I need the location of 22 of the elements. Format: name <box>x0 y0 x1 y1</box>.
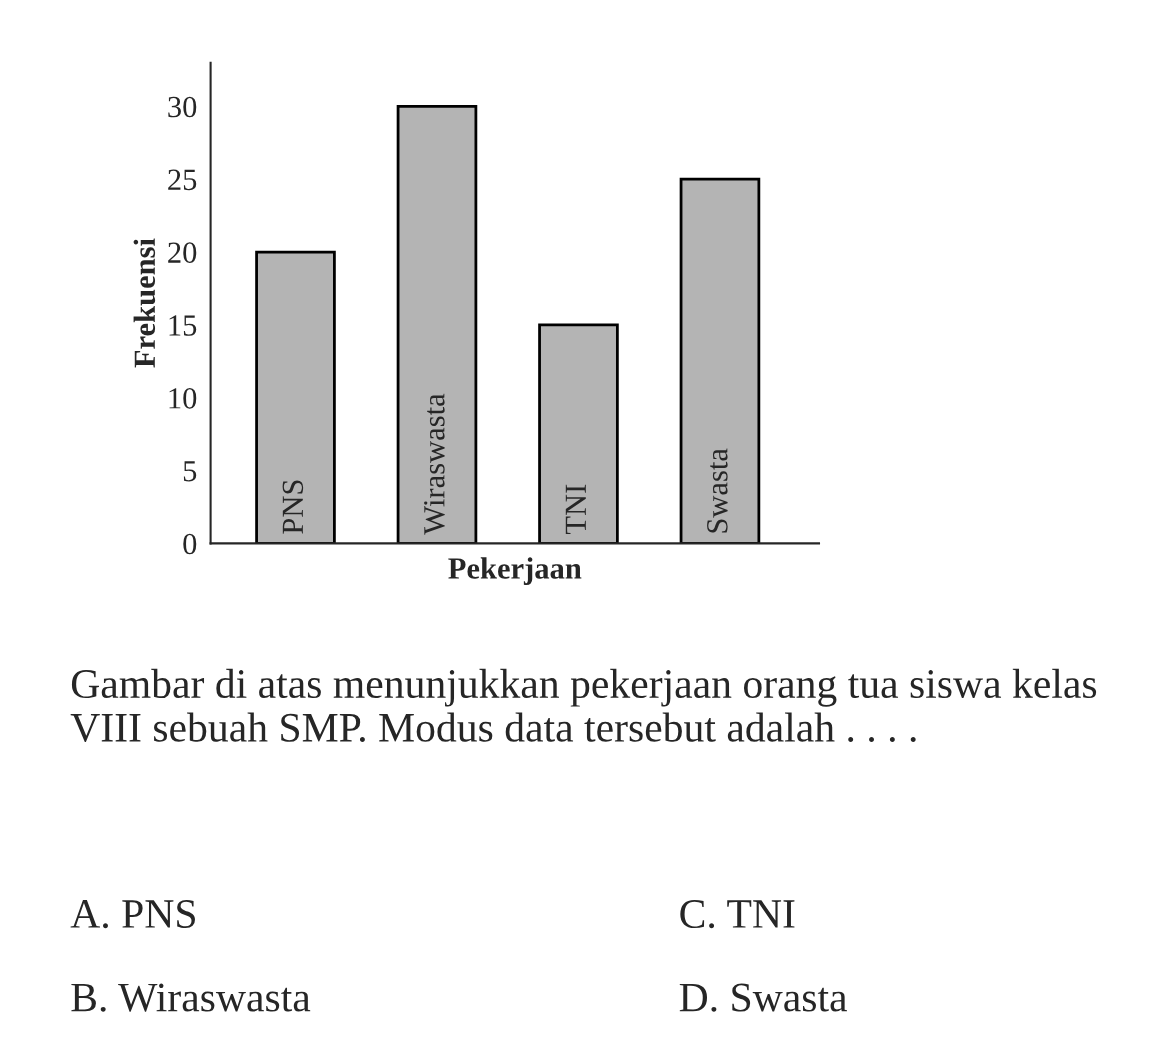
bar <box>255 250 336 544</box>
y-tick-label: 5 <box>183 461 197 482</box>
bar <box>396 105 478 544</box>
text: Gambar di atas menunjukkan pekerjaan orang tua siswa kelas VIII sebuah SMP. Modus data tersebut adalah . . . . <box>70 668 1097 743</box>
y-tick-label: 15 <box>169 315 197 336</box>
text: C. TNI <box>680 900 795 929</box>
text: A. PNS <box>70 900 195 929</box>
x-tick-label: Wiraswasta <box>424 393 445 535</box>
text: D. Swasta <box>679 983 847 1012</box>
y-axis-title: Frekuensi <box>133 238 156 368</box>
y-tick-label: 20 <box>168 242 197 263</box>
x-axis-title: Pekerjaan <box>448 557 582 585</box>
y-tick-label: 25 <box>168 169 197 191</box>
bar <box>679 177 761 544</box>
y-tick-label: 30 <box>168 96 197 118</box>
bar <box>538 323 619 544</box>
y-tick-label: 0 <box>183 533 197 555</box>
y-tick-label: 10 <box>169 388 197 409</box>
x-tick-label: TNI <box>565 484 586 535</box>
x-tick-label: PNS <box>282 480 304 534</box>
x-tick-label: Swasta <box>707 448 728 533</box>
text: B. Wiraswasta <box>71 983 311 1012</box>
